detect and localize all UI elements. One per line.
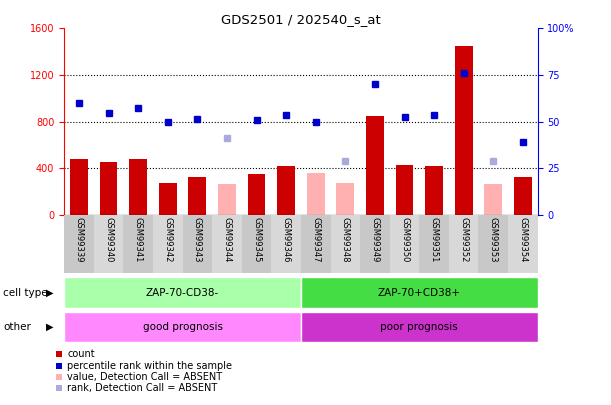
Bar [307,173,324,215]
Bar [271,215,301,273]
Bar [247,174,265,215]
Bar [485,184,502,215]
Bar [56,374,62,380]
Text: GSM99351: GSM99351 [430,217,439,262]
Text: GSM99346: GSM99346 [282,217,291,262]
Text: GSM99345: GSM99345 [252,217,261,262]
Bar [70,159,88,215]
Bar [455,46,472,215]
Bar [419,215,449,273]
Bar [64,312,301,342]
Bar [301,277,538,308]
Bar [242,215,271,273]
Bar [478,215,508,273]
Text: GSM99347: GSM99347 [311,217,320,262]
Text: GSM99349: GSM99349 [370,217,379,262]
Bar [390,215,419,273]
Bar [130,159,147,215]
Text: GSM99350: GSM99350 [400,217,409,262]
Bar [123,215,153,273]
Bar [56,363,62,369]
Text: GSM99342: GSM99342 [163,217,172,262]
Bar [183,215,212,273]
Text: GSM99348: GSM99348 [341,217,350,262]
Text: GSM99344: GSM99344 [222,217,232,262]
Text: poor prognosis: poor prognosis [381,322,458,332]
Bar [277,166,295,215]
Bar [64,215,93,273]
Bar [93,215,123,273]
Text: GSM99343: GSM99343 [193,217,202,262]
Text: value, Detection Call = ABSENT: value, Detection Call = ABSENT [67,372,222,382]
Text: other: other [3,322,31,332]
Bar [301,215,331,273]
Bar [153,215,183,273]
Text: ▶: ▶ [46,288,54,298]
Text: GSM99339: GSM99339 [75,217,84,262]
Text: percentile rank within the sample: percentile rank within the sample [67,361,232,371]
Bar [218,184,236,215]
Text: count: count [67,350,95,359]
Bar [514,177,532,215]
Bar [360,215,390,273]
Bar [188,177,206,215]
Bar [331,215,360,273]
Text: ZAP-70+CD38+: ZAP-70+CD38+ [378,288,461,298]
Bar [396,164,414,215]
Text: GSM99354: GSM99354 [518,217,527,262]
Bar [56,352,62,357]
Text: ▶: ▶ [46,322,54,332]
Bar [56,386,62,391]
Title: GDS2501 / 202540_s_at: GDS2501 / 202540_s_at [221,13,381,26]
Text: rank, Detection Call = ABSENT: rank, Detection Call = ABSENT [67,384,218,393]
Bar [449,215,478,273]
Text: cell type: cell type [3,288,48,298]
Text: GSM99341: GSM99341 [134,217,142,262]
Bar [100,162,117,215]
Text: ZAP-70-CD38-: ZAP-70-CD38- [146,288,219,298]
Bar [64,277,301,308]
Bar [159,183,177,215]
Bar [366,116,384,215]
Text: GSM99352: GSM99352 [459,217,468,262]
Text: GSM99340: GSM99340 [104,217,113,262]
Bar [508,215,538,273]
Text: good prognosis: good prognosis [142,322,222,332]
Bar [212,215,242,273]
Bar [301,312,538,342]
Text: GSM99353: GSM99353 [489,217,498,262]
Bar [337,183,354,215]
Bar [425,166,443,215]
